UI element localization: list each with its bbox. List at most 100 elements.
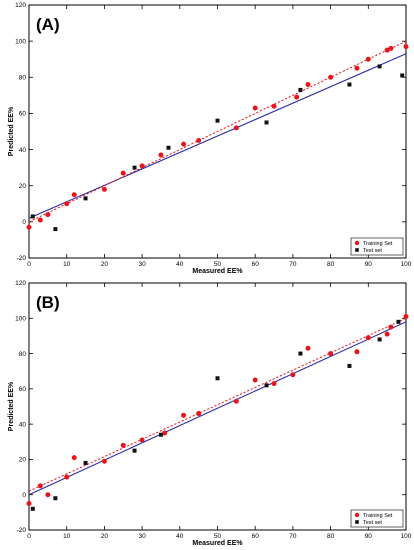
- x-axis-label: Measured EE%: [192, 540, 243, 547]
- legend-marker-training: [354, 512, 360, 518]
- y-axis-label: Predicted EE%: [8, 381, 15, 431]
- x-tick-label: 60: [252, 533, 260, 540]
- training-point: [101, 458, 107, 464]
- y-tick-label: 80: [19, 351, 27, 358]
- y-tick-label: -20: [17, 527, 27, 534]
- x-axis-label: Measured EE%: [192, 268, 243, 275]
- x-tick-label: 0: [27, 261, 31, 268]
- y-tick-label: 40: [19, 421, 27, 428]
- test-point: [166, 145, 171, 150]
- y-tick-label: -20: [17, 255, 27, 262]
- y-tick-label: 100: [15, 315, 26, 322]
- training-point: [64, 474, 70, 480]
- legend-label: Test set: [363, 248, 382, 254]
- training-point: [196, 138, 202, 144]
- x-tick-label: 0: [27, 533, 31, 540]
- training-point: [162, 430, 168, 436]
- test-point: [264, 383, 269, 388]
- x-tick-label: 100: [401, 533, 412, 540]
- training-point: [26, 501, 32, 507]
- training-point: [388, 324, 394, 330]
- training-point: [158, 152, 164, 158]
- training-point: [37, 217, 43, 223]
- training-point: [354, 349, 360, 355]
- training-point: [354, 65, 360, 71]
- regression-line: [29, 321, 406, 496]
- x-tick-label: 100: [401, 261, 412, 268]
- training-point: [233, 398, 239, 404]
- training-point: [328, 74, 334, 80]
- y-tick-label: 20: [19, 457, 27, 464]
- training-point: [290, 372, 296, 378]
- training-point: [365, 335, 371, 341]
- training-point: [37, 483, 43, 489]
- test-point: [396, 319, 401, 324]
- x-tick-label: 20: [101, 261, 109, 268]
- test-point: [264, 120, 269, 125]
- training-point: [139, 437, 145, 443]
- y-tick-label: 0: [22, 492, 26, 499]
- y-tick-label: 60: [19, 386, 27, 393]
- training-point: [120, 442, 126, 448]
- x-tick-label: 50: [214, 533, 222, 540]
- y-tick-label: 40: [19, 147, 27, 154]
- training-point: [139, 163, 145, 169]
- training-point: [294, 94, 300, 100]
- training-point: [271, 103, 277, 109]
- test-point: [83, 460, 88, 465]
- test-point: [215, 118, 220, 123]
- training-point: [403, 314, 409, 320]
- plot-frame: [28, 282, 407, 531]
- x-tick-label: 50: [214, 261, 222, 268]
- training-fit-line: [29, 40, 406, 223]
- test-point: [53, 227, 58, 232]
- training-point: [271, 381, 277, 387]
- y-tick-label: 0: [22, 219, 26, 226]
- training-fit-line: [29, 317, 406, 492]
- x-tick-label: 80: [327, 533, 335, 540]
- training-point: [252, 377, 258, 383]
- y-tick-label: 120: [15, 280, 26, 287]
- training-point: [45, 212, 51, 218]
- test-point: [83, 196, 88, 201]
- training-point: [328, 351, 334, 357]
- test-point: [298, 351, 303, 356]
- training-point: [384, 331, 390, 337]
- legend-marker-test: [355, 520, 359, 524]
- training-point: [384, 47, 390, 53]
- x-tick-label: 70: [289, 533, 297, 540]
- test-point: [377, 337, 382, 342]
- y-axis-label: Predicted EE%: [8, 106, 15, 156]
- training-point: [196, 411, 202, 417]
- training-point: [45, 492, 51, 498]
- x-tick-label: 90: [365, 533, 373, 540]
- legend-label: Test set: [363, 520, 382, 526]
- training-point: [181, 412, 187, 418]
- test-point: [298, 87, 303, 92]
- chart-panel-2: 0 10 20 30 40 50 60 70 80 90 100-20020406080100120…: [8, 280, 412, 547]
- test-point: [347, 363, 352, 368]
- training-point: [101, 186, 107, 192]
- test-point: [132, 165, 137, 170]
- x-tick-label: 70: [289, 261, 297, 268]
- legend: [350, 237, 404, 256]
- x-tick-label: 40: [176, 261, 184, 268]
- y-tick-label: 60: [19, 111, 27, 118]
- training-point: [26, 224, 32, 230]
- legend-label: Training Set: [363, 513, 393, 519]
- training-point: [181, 141, 187, 147]
- x-tick-label: 40: [176, 533, 184, 540]
- legend-marker-test: [355, 248, 359, 252]
- x-tick-label: 90: [365, 261, 373, 268]
- x-tick-label: 20: [101, 533, 109, 540]
- training-point: [388, 45, 394, 51]
- panel-label: (B): [36, 293, 60, 312]
- legend-label: Training Set: [363, 241, 393, 247]
- test-point: [347, 82, 352, 87]
- x-tick-label: 30: [138, 261, 146, 268]
- test-point: [377, 64, 382, 69]
- training-point: [305, 345, 311, 351]
- training-point: [365, 56, 371, 62]
- legend: [350, 509, 404, 528]
